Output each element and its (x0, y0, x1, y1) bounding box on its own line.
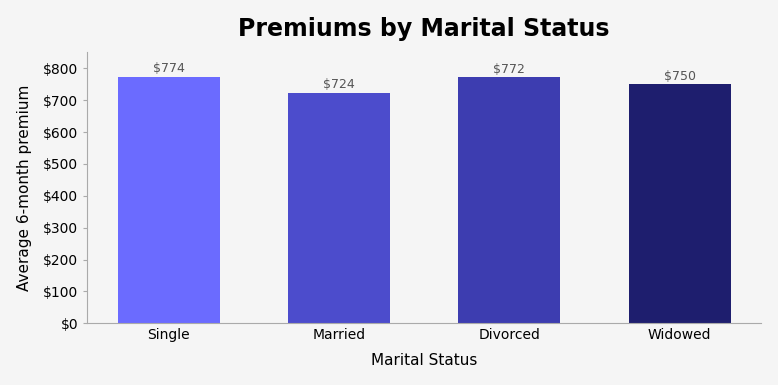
Text: $750: $750 (664, 70, 696, 83)
Bar (117, 77, 220, 323)
Text: $772: $772 (493, 63, 525, 75)
X-axis label: Marital Status: Marital Status (371, 353, 478, 368)
Title: Premiums by Marital Status: Premiums by Marital Status (238, 17, 610, 41)
Text: $774: $774 (152, 62, 184, 75)
Y-axis label: Average 6-month premium: Average 6-month premium (16, 85, 32, 291)
Bar (288, 92, 390, 323)
Text: $724: $724 (323, 78, 355, 91)
Bar (629, 84, 731, 323)
Bar (458, 77, 560, 323)
